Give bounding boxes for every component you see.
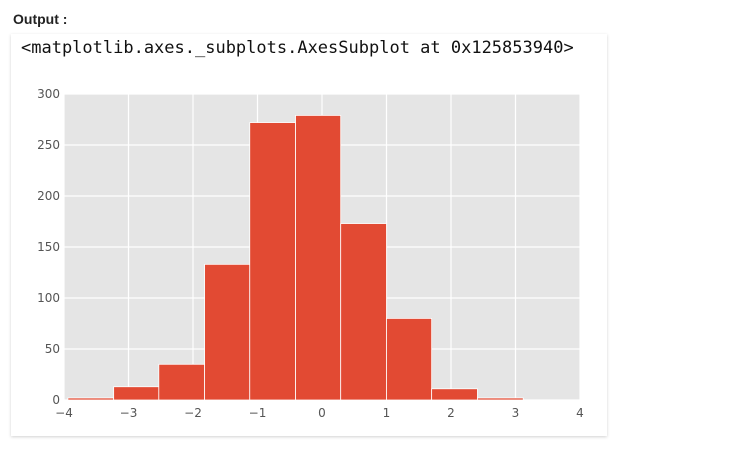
histogram-bar — [431, 388, 478, 401]
histogram-bars — [67, 115, 524, 401]
x-tick-label: −1 — [249, 406, 267, 420]
y-axis-ticks: 0 50 100 150 200 250 300 — [37, 87, 60, 407]
output-label: Output : — [13, 11, 68, 27]
histogram-bar — [477, 397, 524, 401]
histogram-bar — [158, 363, 206, 401]
histogram-bar — [386, 317, 433, 401]
y-tick-label: 300 — [37, 87, 60, 101]
x-tick-label: −4 — [55, 406, 73, 420]
histogram-bar — [67, 397, 115, 401]
y-tick-label: 150 — [37, 240, 60, 254]
x-tick-label: −2 — [184, 406, 202, 420]
histogram-bar — [295, 115, 342, 401]
x-tick-label: 4 — [576, 406, 584, 420]
x-tick-label: 1 — [383, 406, 391, 420]
y-tick-label: 0 — [52, 393, 60, 407]
axes-repr-text: <matplotlib.axes._subplots.AxesSubplot a… — [21, 38, 574, 58]
histogram-bar — [113, 386, 160, 401]
x-tick-label: −3 — [120, 406, 138, 420]
y-tick-label: 100 — [37, 291, 60, 305]
histogram-bar — [249, 122, 296, 401]
x-tick-label: 2 — [447, 406, 455, 420]
x-tick-label: 0 — [318, 406, 326, 420]
y-tick-label: 50 — [45, 342, 60, 356]
histogram-bar — [340, 223, 387, 401]
histogram-bar — [204, 263, 251, 401]
y-tick-label: 250 — [37, 138, 60, 152]
y-tick-label: 200 — [37, 189, 60, 203]
x-axis-ticks: −4 −3 −2 −1 0 1 2 3 4 — [55, 406, 584, 420]
x-tick-label: 3 — [512, 406, 520, 420]
